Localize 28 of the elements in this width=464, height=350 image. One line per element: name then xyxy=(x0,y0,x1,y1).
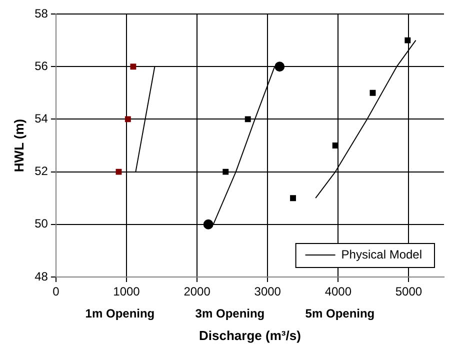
legend-label: Physical Model xyxy=(341,247,422,262)
point xyxy=(222,168,229,175)
x-tick-label: 1000 xyxy=(113,284,140,299)
point xyxy=(244,116,251,122)
y-tick-label: 52 xyxy=(34,164,48,178)
y-tick-label: 56 xyxy=(34,58,48,73)
point xyxy=(203,219,214,230)
x-tick-label: 2000 xyxy=(184,284,211,299)
point xyxy=(404,37,411,44)
x-tick-label: 5000 xyxy=(395,284,422,299)
y-tick-label: 54 xyxy=(34,112,48,126)
x-tick-label: 3000 xyxy=(254,284,282,299)
y-tick-label: 58 xyxy=(34,6,48,20)
y-tick-label: 48 xyxy=(34,269,48,284)
point xyxy=(116,168,122,175)
point xyxy=(290,195,296,202)
text: 1m Opening xyxy=(85,306,155,320)
x-tick-label: 0 xyxy=(52,284,60,299)
y-tick-label: 50 xyxy=(34,216,48,231)
x-tick-label: 4000 xyxy=(324,284,352,299)
point xyxy=(124,116,131,122)
point xyxy=(274,62,285,72)
x-axis-title: Discharge (m³/s) xyxy=(199,328,301,343)
point xyxy=(130,64,136,70)
text: 3m Opening xyxy=(195,306,265,320)
y-axis-title: HWL (m) xyxy=(11,118,26,172)
text: 5m Opening xyxy=(305,306,375,320)
point xyxy=(370,90,376,96)
